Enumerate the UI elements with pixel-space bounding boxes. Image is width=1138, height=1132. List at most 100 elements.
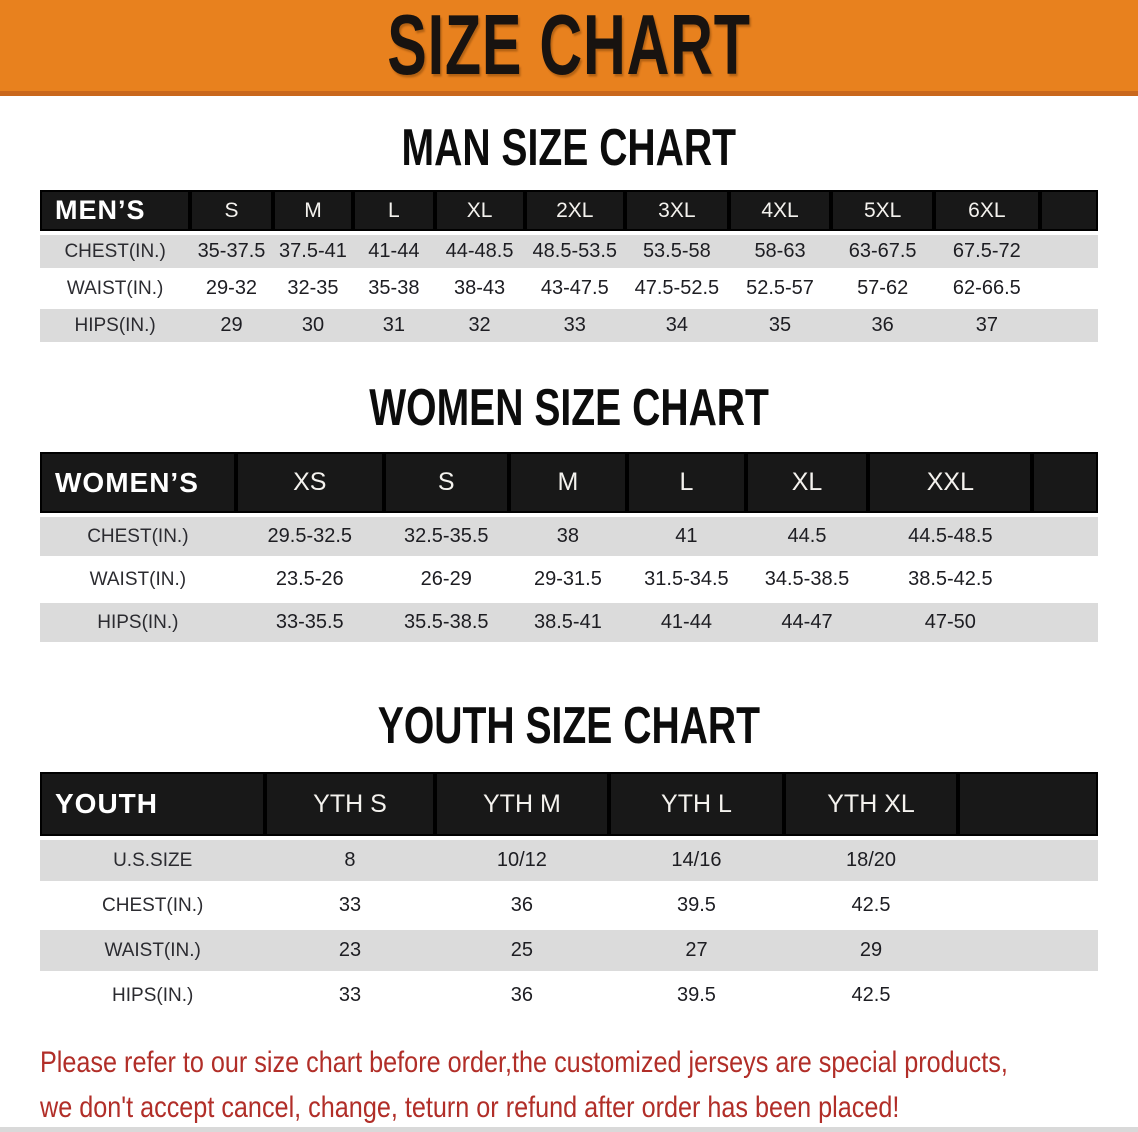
size-value-cell: 48.5-53.5	[532, 240, 618, 262]
size-value-cell: 33	[338, 984, 362, 1006]
size-value-cell: 25	[510, 939, 534, 961]
size-column-header: S	[190, 190, 273, 231]
size-value-cell: 30	[301, 314, 325, 336]
size-value-cell: 29-32	[205, 277, 258, 299]
size-column-header: 5XL	[831, 190, 934, 231]
size-value-cell: 53.5-58	[642, 240, 711, 262]
men-section-heading: MAN SIZE CHART	[0, 118, 1138, 176]
size-column-header: YTH M	[434, 772, 610, 836]
row-label: HIPS(IN.)	[97, 611, 179, 633]
size-value-cell: 58-63	[754, 240, 806, 262]
size-value-cell: 44.5	[787, 525, 827, 547]
banner-title: SIZE CHART	[387, 0, 751, 94]
table-row: HIPS(IN.) 33-35.5 35.5-38.5 38.5-41 41-44 44-…	[40, 603, 1098, 642]
size-value-cell: 39.5	[676, 984, 716, 1006]
row-label: WAIST(IN.)	[104, 939, 201, 961]
table-row: WAIST(IN.) 29-32 32-35 35-38 38-43 43-47.5 47.…	[40, 272, 1098, 305]
row-label: CHEST(IN.)	[102, 894, 204, 916]
table-row: HIPS(IN.) 33 36 39.5 42.5	[40, 975, 1098, 1016]
size-value-cell: 35.5-38.5	[403, 611, 489, 633]
size-value-cell: 23.5-26	[275, 568, 344, 590]
row-label: CHEST(IN.)	[87, 525, 189, 547]
table-header-row: MEN’S S M L XL 2XL 3XL 4XL 5XL 6XL	[40, 190, 1098, 231]
row-label: WAIST(IN.)	[89, 568, 187, 590]
youth-section-heading: YOUTH SIZE CHART	[0, 696, 1138, 754]
size-column-header: L	[353, 190, 435, 231]
size-value-cell: 42.5	[851, 984, 891, 1006]
size-value-cell: 36	[871, 314, 894, 336]
women-section-heading-text: WOMEN SIZE CHART	[369, 377, 769, 437]
size-value-cell: 29-31.5	[533, 568, 602, 590]
size-column-header: 3XL	[625, 190, 729, 231]
size-column-header: YTH XL	[783, 772, 959, 836]
size-column-header: M	[272, 190, 354, 231]
size-value-cell: 44-47	[781, 611, 833, 633]
image-bottom-edge	[0, 1127, 1138, 1132]
filler-cell	[1040, 235, 1098, 268]
size-value-cell: 34.5-38.5	[764, 568, 850, 590]
disclaimer-line-1: Please refer to our size chart before or…	[40, 1046, 1008, 1079]
women-size-table: WOMEN’S XS S M L XL XXL CHEST(IN.) 29.5-32.5 32.5…	[40, 448, 1098, 646]
size-column-header: 6XL	[933, 190, 1040, 231]
size-value-cell: 26-29	[420, 568, 472, 590]
filler-cell	[958, 772, 1098, 836]
size-value-cell: 18/20	[845, 849, 897, 871]
size-value-cell: 8	[344, 849, 356, 871]
filler-cell	[958, 930, 1098, 971]
size-value-cell: 47.5-52.5	[634, 277, 720, 299]
size-value-cell: 33-35.5	[275, 611, 344, 633]
size-value-cell: 42.5	[851, 894, 891, 916]
size-value-cell: 52.5-57	[746, 277, 814, 299]
size-value-cell: 38-43	[453, 277, 506, 299]
size-value-cell: 35	[768, 314, 792, 336]
size-value-cell: 33	[563, 314, 586, 336]
table-row: U.S.SIZE 8 10/12 14/16 18/20	[40, 840, 1098, 881]
size-value-cell: 62-66.5	[952, 277, 1021, 299]
table-row: CHEST(IN.) 33 36 39.5 42.5	[40, 885, 1098, 926]
filler-cell	[958, 885, 1098, 926]
size-column-header: 4XL	[728, 190, 832, 231]
size-value-cell: 44.5-48.5	[908, 525, 993, 547]
men-size-table: MEN’S S M L XL 2XL 3XL 4XL 5XL 6XL CHEST(IN.) 35-37…	[40, 186, 1098, 346]
table-corner-label: MEN’S	[40, 190, 191, 231]
women-section-heading: WOMEN SIZE CHART	[0, 377, 1138, 437]
row-label: WAIST(IN.)	[66, 277, 164, 299]
size-column-header: M	[508, 452, 628, 513]
size-value-cell: 43-47.5	[540, 277, 609, 299]
size-value-cell: 47-50	[924, 611, 976, 633]
size-value-cell: 27	[685, 939, 708, 961]
size-value-cell: 41-44	[660, 611, 712, 633]
disclaimer-line-2: we don't accept cancel, change, teturn o…	[40, 1091, 900, 1124]
table-row: CHEST(IN.) 35-37.5 37.5-41 41-44 44-48.5 48.5…	[40, 235, 1098, 268]
size-value-cell: 29.5-32.5	[267, 525, 353, 547]
row-label: U.S.SIZE	[113, 849, 193, 871]
filler-cell	[1032, 560, 1098, 599]
table-corner-label: YOUTH	[40, 772, 266, 836]
filler-cell	[1032, 603, 1098, 642]
size-value-cell: 37	[975, 314, 998, 336]
size-column-header: XXL	[868, 452, 1033, 513]
size-value-cell: 32	[468, 314, 491, 336]
table-row: WAIST(IN.) 23 25 27 29	[40, 930, 1098, 971]
size-value-cell: 57-62	[857, 277, 909, 299]
size-value-cell: 35-38	[368, 277, 420, 299]
table-header-row: YOUTH YTH S YTH M YTH L YTH XL	[40, 772, 1098, 836]
size-value-cell: 36	[510, 984, 534, 1006]
filler-cell	[1032, 517, 1098, 556]
size-column-header: YTH S	[265, 772, 435, 836]
size-value-cell: 31	[382, 314, 405, 336]
size-value-cell: 23	[338, 939, 362, 961]
filler-cell	[1032, 452, 1098, 513]
table-row: WAIST(IN.) 23.5-26 26-29 29-31.5 31.5-34.5 34…	[40, 560, 1098, 599]
size-value-cell: 39.5	[676, 894, 716, 916]
size-column-header: XS	[235, 452, 384, 513]
size-value-cell: 36	[510, 894, 534, 916]
row-label: HIPS(IN.)	[74, 314, 156, 336]
size-value-cell: 63-67.5	[848, 240, 917, 262]
size-chart-banner: SIZE CHART	[0, 0, 1138, 96]
table-row: CHEST(IN.) 29.5-32.5 32.5-35.5 38 41 44.5 44.5…	[40, 517, 1098, 556]
size-value-cell: 14/16	[671, 849, 722, 871]
size-value-cell: 44-48.5	[445, 240, 514, 262]
youth-size-table: YOUTH YTH S YTH M YTH L YTH XL U.S.SIZE 8 10/12…	[40, 768, 1098, 1020]
row-label: CHEST(IN.)	[64, 240, 166, 262]
